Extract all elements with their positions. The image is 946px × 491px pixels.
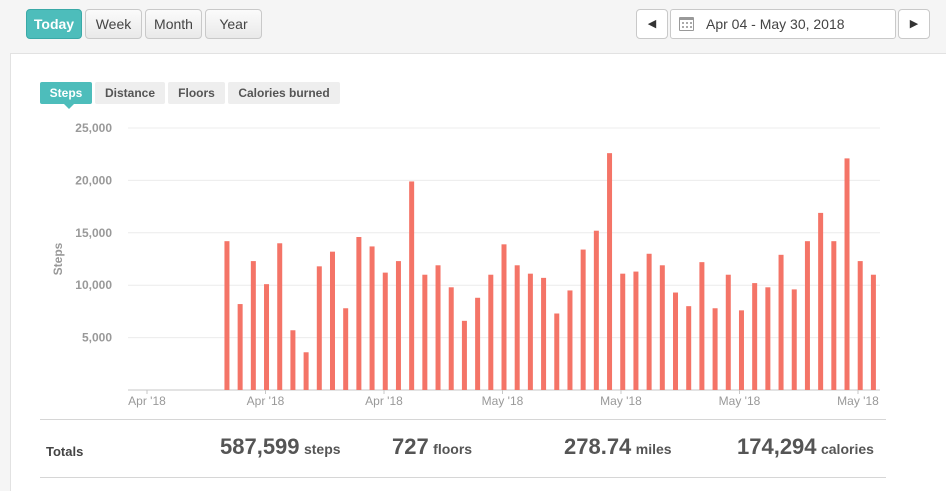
- chart-bar: [686, 306, 692, 390]
- chart-bar: [527, 273, 533, 390]
- chart-bar: [369, 246, 375, 390]
- chart-bar: [765, 287, 771, 390]
- steps-bar-chart: 5,000 10,000 15,000 20,000 25,000 Steps Apr '1…: [51, 121, 880, 408]
- range-month-button[interactable]: Month: [145, 9, 202, 39]
- chart-bar: [831, 241, 837, 390]
- chart-bar: [356, 236, 362, 390]
- y-tick-label: 15,000: [75, 226, 112, 240]
- chart-bar: [303, 352, 309, 390]
- chart-bar: [329, 251, 335, 390]
- range-today-button[interactable]: Today: [26, 9, 82, 39]
- chart-bar: [264, 284, 270, 390]
- range-week-button[interactable]: Week: [85, 9, 142, 39]
- chart-bar: [409, 181, 415, 390]
- chart-bar: [804, 241, 810, 390]
- chart-bar: [738, 310, 744, 390]
- chart-bar: [554, 313, 560, 390]
- chart-bar: [659, 265, 665, 390]
- chart-bar: [461, 320, 467, 390]
- chevron-right-icon: ▶: [909, 18, 919, 30]
- x-tick-label: May '18: [837, 394, 879, 408]
- chart-bar: [791, 289, 797, 390]
- chart-bar: [224, 241, 230, 390]
- chart-bar: [699, 262, 705, 390]
- chart-bar: [422, 274, 428, 390]
- tab-steps[interactable]: Steps: [40, 82, 92, 109]
- total-calories: 174,294 calories: [737, 434, 874, 460]
- y-tick-label: 20,000: [75, 173, 112, 187]
- chart-bar: [448, 287, 454, 390]
- range-year-button[interactable]: Year: [205, 9, 262, 39]
- chart-bar: [395, 261, 401, 390]
- chart-bar: [277, 243, 283, 390]
- y-tick-label: 25,000: [75, 121, 112, 135]
- x-tick-label: May '18: [482, 394, 524, 408]
- total-miles-unit: miles: [635, 441, 672, 457]
- chart-bar: [541, 277, 547, 390]
- chart-bar: [593, 230, 599, 390]
- x-tick-label: Apr '18: [128, 394, 166, 408]
- chart-bar: [712, 308, 718, 390]
- chart-bar: [752, 283, 758, 390]
- chart-bar: [501, 244, 507, 390]
- date-range-field[interactable]: Apr 04 - May 30, 2018: [670, 9, 896, 39]
- chart-bar: [250, 261, 256, 390]
- chart-bar: [475, 297, 481, 390]
- y-tick-label: 10,000: [75, 278, 112, 292]
- chart-bar: [316, 266, 322, 390]
- date-range-text: Apr 04 - May 30, 2018: [706, 16, 845, 32]
- chart-bar: [778, 254, 784, 390]
- chart-bar: [646, 253, 652, 390]
- total-steps-value: 587,599: [220, 434, 300, 459]
- chart-bar: [857, 261, 863, 390]
- x-tick-label: May '18: [719, 394, 761, 408]
- chart-bar: [725, 274, 731, 390]
- chart-bar: [818, 212, 824, 390]
- chart-bar: [514, 265, 520, 390]
- chart-bar: [673, 292, 679, 390]
- prev-period-button[interactable]: ◀: [636, 9, 668, 39]
- chart-bar: [343, 308, 349, 390]
- chart-bar: [488, 274, 494, 390]
- x-tick-label: Apr '18: [247, 394, 285, 408]
- x-tick-label: May '18: [600, 394, 642, 408]
- total-floors-value: 727: [392, 434, 429, 459]
- y-axis-label: Steps: [51, 242, 65, 275]
- chart-bar: [633, 271, 639, 390]
- chart-bar: [237, 304, 243, 390]
- total-floors: 727 floors: [392, 434, 472, 460]
- top-toolbar: Today Week Month Year ◀ Apr 04 - May 30,…: [0, 0, 946, 52]
- chart-bar: [620, 273, 626, 390]
- totals-divider-bottom: [40, 477, 886, 478]
- tab-distance[interactable]: Distance: [95, 82, 165, 104]
- chart-bar: [607, 153, 613, 390]
- y-tick-label: 5,000: [82, 331, 112, 345]
- total-floors-unit: floors: [433, 441, 473, 457]
- totals-label: Totals: [46, 444, 84, 459]
- total-steps-unit: steps: [303, 441, 341, 457]
- chart-bar: [580, 249, 586, 390]
- chart-panel: [10, 53, 946, 491]
- chart-bar: [435, 265, 441, 390]
- totals-divider-top: [40, 419, 886, 420]
- tab-floors[interactable]: Floors: [168, 82, 225, 104]
- chart-bar: [870, 274, 876, 390]
- chart-bar: [382, 272, 388, 390]
- total-miles: 278.74 miles: [564, 434, 672, 460]
- total-calories-value: 174,294: [737, 434, 817, 459]
- chevron-left-icon: ◀: [647, 18, 657, 30]
- total-miles-value: 278.74: [564, 434, 632, 459]
- total-steps: 587,599 steps: [220, 434, 341, 460]
- tab-calories-burned[interactable]: Calories burned: [228, 82, 340, 104]
- chart-bar: [844, 158, 850, 390]
- chart-bar: [290, 330, 296, 390]
- x-tick-label: Apr '18: [365, 394, 403, 408]
- next-period-button[interactable]: ▶: [898, 9, 930, 39]
- calendar-icon: [679, 17, 694, 31]
- chart-bar: [567, 290, 573, 390]
- total-calories-unit: calories: [820, 441, 874, 457]
